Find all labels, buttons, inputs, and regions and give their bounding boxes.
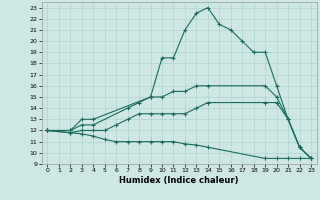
X-axis label: Humidex (Indice chaleur): Humidex (Indice chaleur) [119, 176, 239, 185]
